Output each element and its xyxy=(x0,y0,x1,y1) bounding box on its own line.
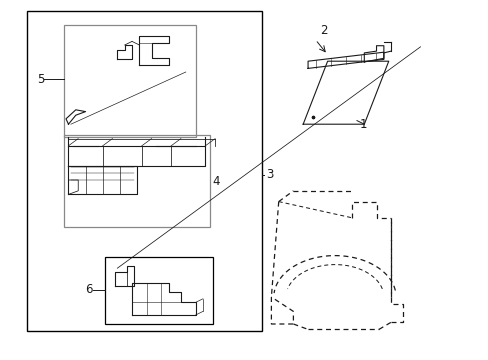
Bar xyxy=(27,11,261,331)
Text: 1: 1 xyxy=(359,118,366,131)
Text: 2: 2 xyxy=(320,24,327,37)
Text: 4: 4 xyxy=(212,175,220,188)
Text: 3: 3 xyxy=(266,168,273,181)
Bar xyxy=(105,257,212,324)
Text: 6: 6 xyxy=(85,283,93,296)
Text: 5: 5 xyxy=(37,73,44,86)
Bar xyxy=(63,25,195,137)
Bar xyxy=(63,135,210,227)
